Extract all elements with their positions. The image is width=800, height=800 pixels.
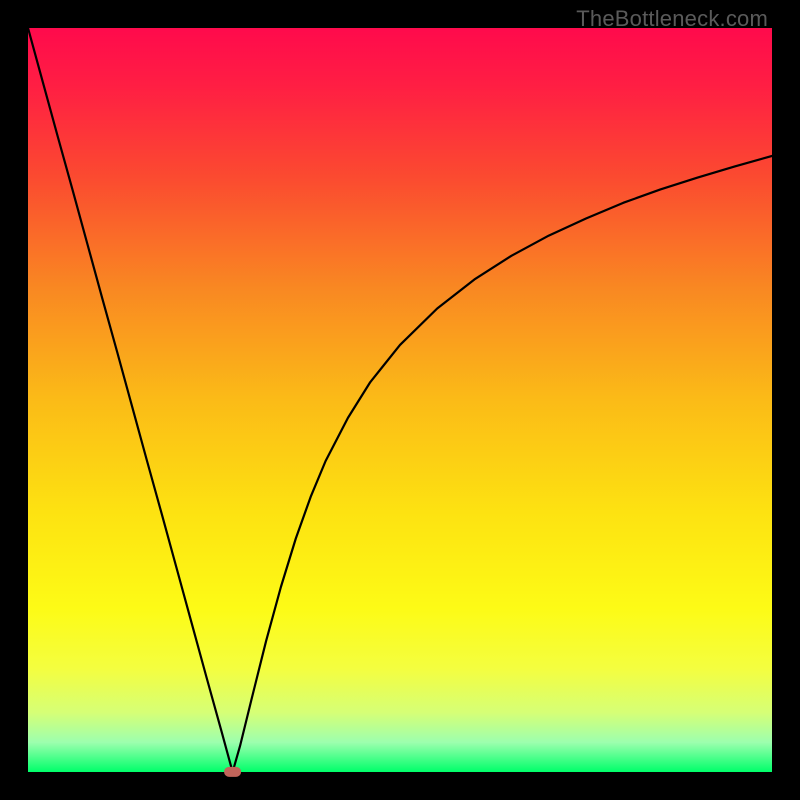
bottleneck-curve [28,28,772,772]
watermark-text: TheBottleneck.com [576,6,768,32]
plot-area [28,28,772,772]
minimum-marker [224,767,242,777]
chart-container: TheBottleneck.com [0,0,800,800]
